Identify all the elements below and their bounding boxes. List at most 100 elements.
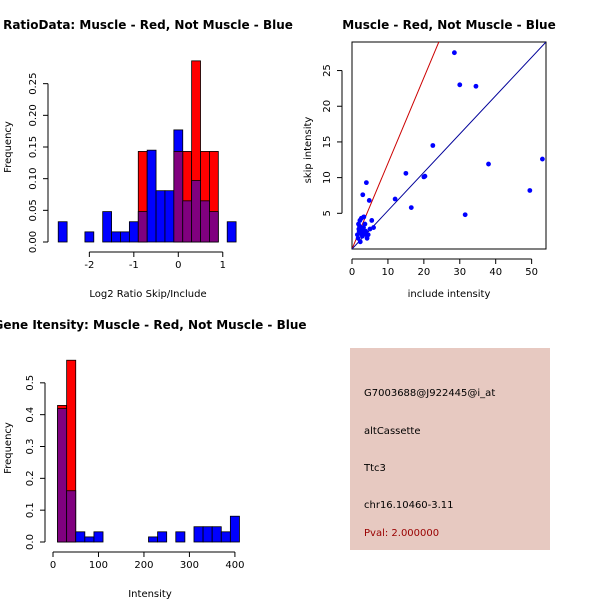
intensity-histogram-panel: Gene Itensity: Muscle - Red, Not Muscle … — [0, 318, 307, 600]
scatter-y-tick-label: 10 — [322, 171, 333, 184]
scatter-point — [363, 228, 369, 234]
hist3-notmuscle-bar-10 — [211, 526, 222, 543]
scatter-point — [462, 212, 468, 218]
hist1-overlap-bar-14 — [209, 211, 219, 243]
hist1-x-tick-label: 0 — [175, 260, 181, 271]
scatter-y-tick-label: 20 — [322, 100, 333, 113]
hist1-notmuscle-bar-1 — [84, 231, 95, 243]
scatter-point — [367, 226, 373, 232]
hist1-overlap-bar-11 — [182, 200, 193, 243]
hist1-x-tick-label: -1 — [129, 260, 139, 271]
scatter-point — [371, 225, 376, 230]
scatter-panel: Muscle - Red, Not Muscle - Blue include … — [303, 18, 556, 300]
ratio-histogram-axes: -2 -1 0 1 0.00 0.05 0.10 0.15 0.20 0.25 — [28, 73, 226, 271]
scatter-point — [360, 192, 366, 198]
hist1-notmuscle-bar-0 — [57, 221, 68, 243]
info-panel-background — [350, 348, 550, 550]
hist3-x-tick-label: 0 — [50, 560, 56, 571]
scatter-point — [358, 230, 364, 236]
info-panel: G7003688@J922445@i_at altCassette Ttc3 c… — [350, 348, 550, 550]
scatter-point — [364, 235, 370, 241]
scatter-point — [527, 188, 533, 193]
scatter-point — [366, 198, 372, 203]
hist3-notmuscle-bar-5 — [148, 536, 158, 543]
hist3-notmuscle-bar-12 — [229, 515, 240, 543]
hist1-overlap-bar-12 — [191, 180, 201, 243]
scatter-plot-frame — [351, 41, 547, 250]
hist3-y-tick-label: 0.4 — [25, 407, 36, 423]
muscle-fit-line — [352, 42, 440, 249]
hist3-x-tick-label: 400 — [225, 560, 244, 571]
hist1-notmuscle-bar-7 — [146, 149, 157, 243]
scatter-ylabel: skip intensity — [303, 117, 314, 184]
event-type: altCassette — [364, 426, 421, 437]
hist3-notmuscle-bar-3 — [84, 536, 95, 543]
probe-id: G7003688@J922445@i_at — [364, 388, 495, 399]
hist3-overlap-bar-0 — [57, 408, 68, 543]
hist3-notmuscle-bar-11 — [220, 531, 231, 543]
scatter-y-tick-label: 15 — [322, 136, 333, 149]
hist1-overlap-bar-13 — [200, 200, 210, 243]
scatter-point — [473, 83, 479, 89]
hist3-notmuscle-bar-9 — [202, 526, 213, 543]
intensity-histogram-axes: 0 100 200 300 400 0.0 0.1 0.2 0.3 0.4 0.5 — [25, 375, 244, 571]
hist3-x-tick-label: 100 — [89, 560, 108, 571]
hist3-notmuscle-bar-8 — [193, 526, 204, 543]
hist1-notmuscle-bar-8 — [155, 190, 166, 243]
scatter-point — [486, 161, 491, 167]
ratio-histogram-panel: RatioData: Muscle - Red, Not Muscle - Bl… — [3, 18, 293, 300]
hist1-y-tick-label: 0.20 — [28, 104, 39, 126]
hist3-overlap-bar-1 — [66, 490, 77, 543]
scatter-x-tick-label: 30 — [453, 267, 466, 278]
scatter-axes: 0 10 20 30 40 50 5 10 15 20 25 — [322, 64, 538, 278]
hist1-y-tick-label: 0.05 — [28, 199, 39, 221]
scatter-point — [362, 221, 368, 227]
scatter-point — [451, 50, 457, 56]
hist3-notmuscle-bar-2 — [75, 531, 86, 543]
intensity-histogram-xlabel: Intensity — [128, 589, 172, 600]
not-muscle-fit-line — [352, 42, 546, 249]
hist1-y-tick-label: 0.15 — [28, 136, 39, 158]
scatter-x-tick-label: 10 — [382, 267, 395, 278]
scatter-x-tick-label: 20 — [417, 267, 430, 278]
hist3-y-tick-label: 0.2 — [25, 470, 36, 486]
hist1-notmuscle-bar-5 — [128, 221, 139, 243]
intensity-histogram-bars — [57, 359, 240, 543]
hist3-y-tick-label: 0.1 — [25, 502, 36, 518]
hist3-notmuscle-bar-4 — [93, 531, 104, 543]
scatter-point — [430, 143, 436, 148]
scatter-point — [357, 239, 363, 245]
scatter-point — [422, 173, 428, 179]
gene-location: chr16.10460-3.11 — [364, 500, 454, 511]
scatter-point — [408, 205, 414, 211]
hist1-y-tick-label: 0.00 — [28, 231, 39, 253]
hist3-x-tick-label: 200 — [134, 560, 153, 571]
hist1-notmuscle-bar-2 — [102, 211, 112, 243]
scatter-xlabel: include intensity — [408, 289, 491, 300]
hist3-notmuscle-bar-6 — [157, 531, 168, 543]
intensity-histogram-ylabel: Frequency — [3, 422, 14, 474]
scatter-point — [361, 214, 367, 220]
scatter-point — [356, 226, 362, 232]
hist3-y-tick-label: 0.3 — [25, 439, 36, 455]
scatter-point — [540, 156, 545, 162]
hist1-y-tick-label: 0.10 — [28, 168, 39, 190]
scatter-point — [355, 235, 361, 241]
hist1-y-tick-label: 0.25 — [28, 73, 39, 95]
scatter-point — [392, 196, 398, 202]
scatter-y-tick-label: 5 — [322, 210, 333, 216]
hist1-notmuscle-bar-3 — [111, 231, 121, 243]
ratio-histogram-bars — [57, 60, 237, 243]
hist1-notmuscle-bar-4 — [120, 231, 130, 243]
hist1-notmuscle-bar-15 — [226, 221, 237, 243]
ratio-histogram-xlabel: Log2 Ratio Skip/Include — [89, 289, 206, 300]
scatter-point — [363, 180, 369, 186]
hist1-overlap-bar-6 — [137, 211, 148, 243]
hist1-overlap-bar-10 — [173, 151, 184, 243]
scatter-x-tick-label: 40 — [489, 267, 502, 278]
scatter-title: Muscle - Red, Not Muscle - Blue — [342, 18, 556, 32]
hist1-notmuscle-bar-10 — [173, 129, 184, 152]
hist3-y-tick-label: 0.5 — [25, 375, 36, 391]
hist3-y-tick-label: 0.0 — [25, 534, 36, 550]
